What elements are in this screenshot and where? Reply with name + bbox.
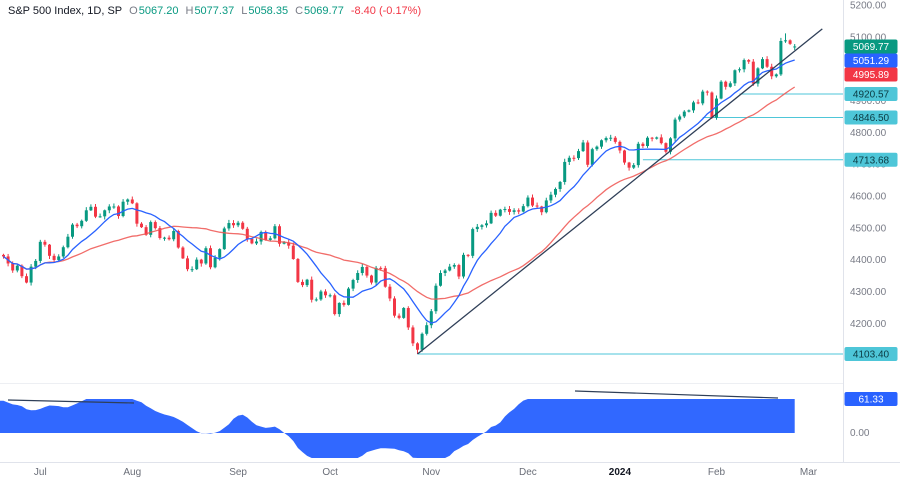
time-axis-label: 2024 (609, 467, 632, 478)
time-axis-background (0, 462, 900, 481)
price-tick-label: 5100.00 (850, 32, 887, 43)
indicator-value-label: 61.33 (844, 392, 898, 406)
svg-text:61.33: 61.33 (858, 395, 883, 406)
svg-text:4713.68: 4713.68 (853, 155, 890, 166)
svg-text:5069.77: 5069.77 (853, 42, 890, 53)
price-tick-label: 4500.00 (850, 223, 887, 234)
svg-text:4920.57: 4920.57 (853, 89, 890, 100)
svg-text:4846.50: 4846.50 (853, 113, 890, 124)
time-axis-label: Nov (422, 467, 440, 478)
oscillator-area[interactable] (0, 399, 795, 458)
time-axis-label: Jul (34, 467, 47, 478)
ma-line-slow[interactable] (3, 86, 796, 300)
time-axis-label: Dec (519, 467, 537, 478)
trendline-drawing[interactable] (417, 28, 823, 355)
indicator-zero-label: 0.00 (850, 428, 870, 439)
price-tick-label: 4900.00 (850, 96, 887, 107)
price-tick-label: 4600.00 (850, 191, 887, 202)
ma-line-fast[interactable] (3, 59, 795, 324)
ma-slow-price-label: 4995.89 (844, 67, 898, 82)
price-tick-label: 4200.00 (850, 319, 887, 330)
time-axis[interactable]: Jul Aug Sep Oct Nov Dec 2024 Feb Mar (34, 467, 818, 478)
time-axis-label: Sep (229, 467, 247, 478)
price-tick-label: 4800.00 (850, 128, 887, 139)
time-axis-label: Mar (800, 467, 818, 478)
price-tick-label: 5200.00 (850, 1, 887, 12)
svg-text:4995.89: 4995.89 (853, 70, 890, 81)
level-price-label: 4713.68 (844, 152, 898, 167)
candlestick-series[interactable] (2, 33, 797, 355)
indicator-trendline-drawing[interactable] (574, 390, 779, 399)
svg-text:4103.40: 4103.40 (853, 350, 890, 361)
level-price-label: 4103.40 (844, 347, 898, 362)
price-tick-label: 4300.00 (850, 287, 887, 298)
level-price-label: 4846.50 (844, 110, 898, 125)
time-axis-label: Aug (123, 467, 141, 478)
indicator-trendline-drawing[interactable] (7, 399, 135, 404)
last-price-label: 5069.77 (844, 39, 898, 54)
ma-fast-price-label: 5051.29 (844, 53, 898, 68)
time-axis-label: Oct (322, 467, 338, 478)
price-tick-label: 4400.00 (850, 255, 887, 266)
svg-text:5051.29: 5051.29 (853, 56, 890, 67)
time-axis-label: Feb (708, 467, 726, 478)
level-price-label: 4920.57 (844, 86, 898, 101)
horizontal-ray-levels[interactable] (417, 93, 844, 355)
